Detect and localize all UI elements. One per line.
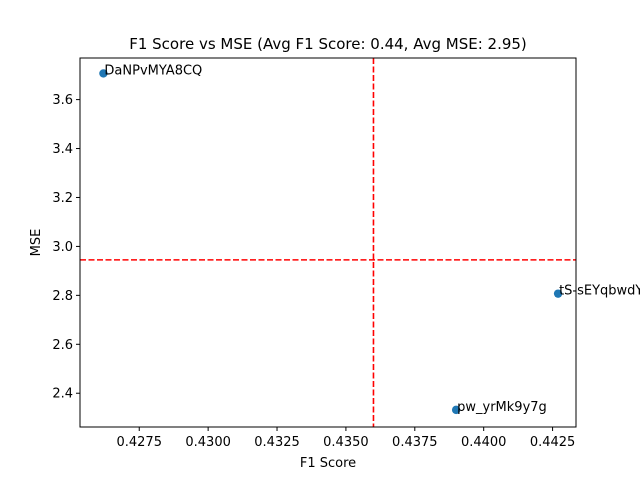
x-tick-label: 0.4375 (392, 435, 438, 450)
y-tick-label: 2.8 (52, 289, 73, 304)
y-tick-label: 3.4 (52, 142, 73, 157)
chart-title: F1 Score vs MSE (Avg F1 Score: 0.44, Avg… (129, 35, 527, 53)
point-label: pw_yrMk9y7g (457, 400, 547, 415)
x-tick-label: 0.4275 (116, 435, 162, 450)
x-tick-label: 0.4425 (530, 435, 576, 450)
y-tick-label: 3.6 (52, 93, 73, 108)
data-point (99, 69, 108, 78)
x-tick-label: 0.4325 (254, 435, 300, 450)
x-tick-label: 0.4350 (323, 435, 369, 450)
data-point (553, 289, 563, 298)
x-tick-label: 0.4300 (185, 435, 231, 450)
axes-frame (79, 57, 577, 428)
y-axis-label: MSE (29, 229, 44, 257)
y-tick-label: 3.2 (52, 191, 73, 206)
point-label: DaNPvMYA8CQ (104, 63, 202, 78)
y-tick-label: 2.6 (52, 338, 73, 353)
data-point (451, 405, 461, 415)
x-axis-label: F1 Score (300, 456, 356, 471)
x-tick-label: 0.4400 (461, 435, 507, 450)
plot-area (80, 58, 576, 427)
y-tick-label: 3.0 (52, 240, 73, 255)
point-label: tS-sEYqbwdY (559, 284, 640, 299)
y-tick-label: 2.4 (52, 387, 73, 402)
